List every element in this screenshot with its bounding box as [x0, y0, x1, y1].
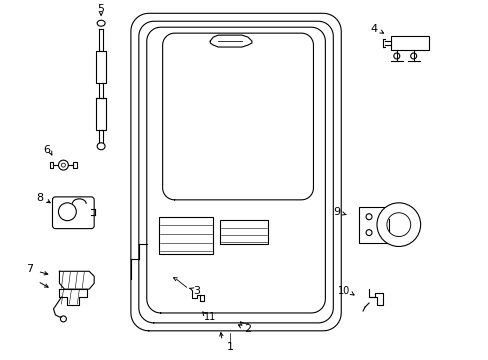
Text: 8: 8: [36, 193, 43, 203]
Ellipse shape: [97, 20, 105, 26]
Text: 5: 5: [98, 4, 104, 14]
Circle shape: [376, 203, 420, 247]
Bar: [390, 36, 427, 50]
Bar: [220, 220, 267, 244]
Text: 10: 10: [337, 286, 349, 296]
Bar: [158, 217, 213, 255]
Text: 1: 1: [226, 342, 233, 352]
Text: 11: 11: [203, 312, 216, 322]
Circle shape: [61, 163, 65, 167]
Circle shape: [410, 53, 416, 59]
Circle shape: [59, 160, 68, 170]
Bar: [358, 207, 388, 243]
Text: 6: 6: [43, 145, 50, 155]
Circle shape: [61, 316, 66, 322]
Bar: [96, 98, 106, 130]
Bar: [73, 162, 77, 168]
Circle shape: [393, 53, 399, 59]
Bar: [96, 51, 106, 83]
Bar: [49, 162, 53, 168]
Circle shape: [366, 230, 371, 235]
Text: 3: 3: [192, 286, 200, 296]
Text: 4: 4: [370, 24, 377, 34]
Text: 2: 2: [244, 324, 251, 334]
Circle shape: [366, 214, 371, 220]
Text: 9: 9: [333, 207, 340, 217]
Circle shape: [59, 203, 76, 221]
Text: 7: 7: [26, 264, 33, 274]
FancyBboxPatch shape: [52, 197, 94, 229]
Circle shape: [386, 213, 410, 237]
Ellipse shape: [97, 143, 105, 150]
